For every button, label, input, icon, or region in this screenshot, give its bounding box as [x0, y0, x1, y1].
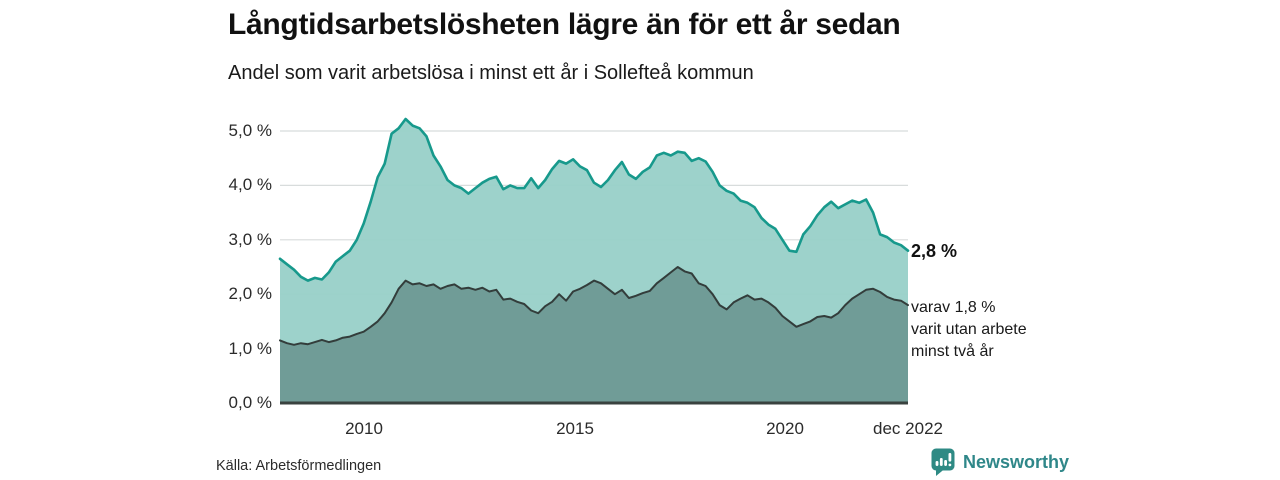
end-value-label-two-years: varav 1,8 % varit utan arbete minst två … — [911, 297, 1027, 363]
y-tick-label: 0,0 % — [228, 393, 272, 412]
x-tick-label: 2010 — [345, 419, 383, 438]
line-unemployed-two-years — [279, 266, 909, 346]
newsworthy-logo-text: Newsworthy — [963, 452, 1070, 472]
chart-title: Långtidsarbetslösheten lägre än för ett … — [228, 8, 901, 41]
newsworthy-logo[interactable]: Newsworthy — [931, 448, 1069, 477]
x-tick-label: dec 2022 — [873, 419, 943, 438]
y-tick-label: 3,0 % — [228, 229, 272, 249]
end-label-line-2: varit utan arbete — [911, 321, 1027, 338]
area-unemployed-two-years — [280, 267, 908, 403]
x-tick-label: 2020 — [766, 419, 804, 438]
end-value-label-total: 2,8 % — [911, 241, 958, 261]
newsworthy-chart-bubble-icon — [931, 448, 955, 476]
y-tick-label: 5,0 % — [228, 121, 272, 140]
x-tick-label: 2015 — [556, 419, 594, 438]
y-tick-label: 4,0 % — [228, 175, 272, 195]
end-label-line-1: varav 1,8 % — [911, 299, 996, 316]
line-unemployed-one-year — [278, 117, 910, 282]
end-label-line-3: minst två år — [911, 343, 994, 360]
y-tick-label: 2,0 % — [228, 284, 272, 304]
chart-subtitle: Andel som varit arbetslösa i minst ett å… — [228, 62, 754, 84]
y-tick-label: 1,0 % — [228, 338, 272, 358]
source-label: Källa: Arbetsförmedlingen — [216, 458, 382, 474]
